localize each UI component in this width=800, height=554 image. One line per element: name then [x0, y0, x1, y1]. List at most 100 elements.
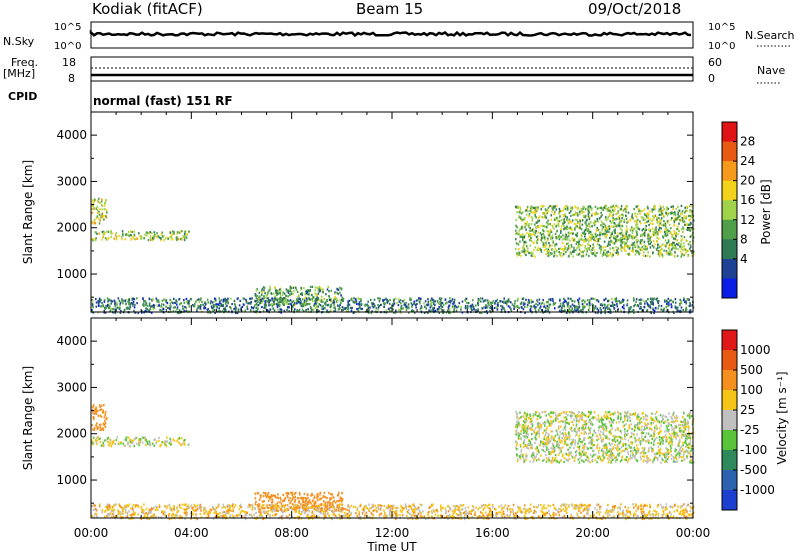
power-echo-cell — [519, 206, 521, 209]
power-echo-cell — [547, 222, 549, 225]
velocity-echo-cell — [610, 424, 612, 428]
power-echo-cell — [528, 215, 530, 218]
power-echo-cell — [642, 247, 645, 251]
power-echo-cell — [633, 299, 635, 302]
power-echo-cell — [615, 224, 617, 227]
power-echo-cell — [267, 297, 270, 300]
power-echo-cell — [225, 309, 227, 312]
velocity-echo-cell — [574, 450, 577, 454]
velocity-echo-cell — [597, 455, 599, 458]
power-echo-cell — [575, 206, 577, 209]
velocity-echo-cell — [546, 448, 548, 451]
power-echo-cell — [145, 231, 148, 234]
power-echo-cell — [685, 307, 687, 310]
power-echo-cell — [526, 303, 529, 307]
power-echo-cell — [567, 302, 570, 305]
power-echo-cell — [635, 235, 637, 238]
power-echo-cell — [562, 241, 564, 245]
power-echo-cell — [561, 310, 563, 313]
power-echo-cell — [450, 299, 453, 303]
velocity-echo-cell — [597, 457, 599, 460]
power-echo-cell — [547, 232, 550, 235]
power-echo-cell — [530, 236, 532, 240]
power-echo-cell — [684, 223, 686, 226]
power-echo-cell — [643, 251, 645, 254]
velocity-echo-cell — [645, 418, 647, 421]
velocity-echo-cell — [574, 441, 577, 444]
velocity-echo-cell — [92, 441, 94, 444]
velocity-echo-cell — [542, 449, 545, 452]
power-echo-cell — [263, 306, 265, 309]
power-echo-cell — [110, 230, 112, 233]
power-echo-cell — [566, 225, 568, 228]
power-echo-cell — [336, 304, 339, 307]
power-echo-cell — [197, 298, 200, 301]
power-echo-cell — [660, 304, 663, 308]
velocity-echo-cell — [589, 461, 591, 464]
power-echo-cell — [493, 306, 496, 309]
power-echo-cell — [666, 233, 669, 237]
power-echo-cell — [623, 208, 626, 211]
power-echo-cell — [218, 302, 221, 305]
power-echo-cell — [118, 306, 120, 309]
power-echo-cell — [581, 250, 583, 253]
power-echo-cell — [602, 246, 605, 249]
power-echo-cell — [552, 225, 554, 228]
power-echo-cell — [515, 247, 517, 250]
velocity-echo-cell — [166, 436, 168, 439]
velocity-echo-cell — [545, 460, 548, 463]
velocity-echo-cell — [579, 437, 581, 440]
power-echo-cell — [317, 308, 319, 311]
power-echo-cell — [625, 236, 627, 240]
power-echo-cell — [574, 308, 576, 311]
power-echo-cell — [255, 306, 258, 309]
power-echo-cell — [610, 211, 613, 214]
velocity-echo-cell — [659, 414, 662, 417]
velocity-echo-cell — [563, 411, 565, 414]
power-echo-cell — [529, 205, 532, 208]
power-echo-cell — [522, 238, 524, 241]
power-echo-cell — [304, 296, 306, 299]
power-echo-cell — [389, 298, 391, 301]
power-echo-cell — [162, 308, 165, 311]
power-echo-cell — [525, 250, 528, 253]
power-echo-cell — [345, 309, 348, 312]
velocity-echo-cell — [685, 442, 688, 445]
power-echo-cell — [100, 305, 103, 308]
velocity-echo-cell — [624, 419, 626, 422]
power-echo-cell — [623, 241, 626, 244]
velocity-echo-cell — [610, 453, 612, 456]
power-echo-cell — [129, 305, 132, 309]
power-echo-cell — [530, 251, 533, 254]
velocity-echo-cell — [117, 441, 120, 444]
power-echo-cell — [564, 235, 567, 239]
power-echo-cell — [611, 297, 613, 300]
power-echo-cell — [658, 224, 660, 227]
velocity-echo-cell — [688, 431, 690, 434]
velocity-echo-cell — [654, 412, 657, 416]
power-echo-cell — [610, 304, 612, 307]
velocity-echo-cell — [678, 454, 681, 457]
power-echo-cell — [111, 300, 114, 303]
velocity-echo-cell — [591, 423, 594, 426]
velocity-echo-cell — [625, 423, 627, 426]
power-echo-cell — [565, 218, 568, 221]
power-echo-cell — [326, 288, 329, 291]
power-echo-cell — [427, 298, 429, 301]
power-echo-cell — [513, 307, 515, 310]
power-echo-cell — [170, 236, 172, 239]
power-echo-cell — [643, 208, 646, 211]
velocity-echo-cell — [610, 418, 613, 421]
velocity-echo-cell — [630, 423, 633, 426]
power-echo-cell — [524, 302, 526, 305]
power-echo-cell — [681, 219, 684, 222]
velocity-echo-cell — [616, 439, 619, 442]
power-echo-cell — [158, 301, 160, 304]
velocity-echo-cell — [645, 432, 648, 435]
power-echo-cell — [568, 304, 571, 307]
power-echo-cell — [568, 307, 571, 310]
power-echo-cell — [550, 214, 553, 217]
power-echo-cell — [577, 208, 579, 211]
velocity-echo-cell — [556, 433, 559, 436]
velocity-echo-cell — [562, 428, 565, 431]
